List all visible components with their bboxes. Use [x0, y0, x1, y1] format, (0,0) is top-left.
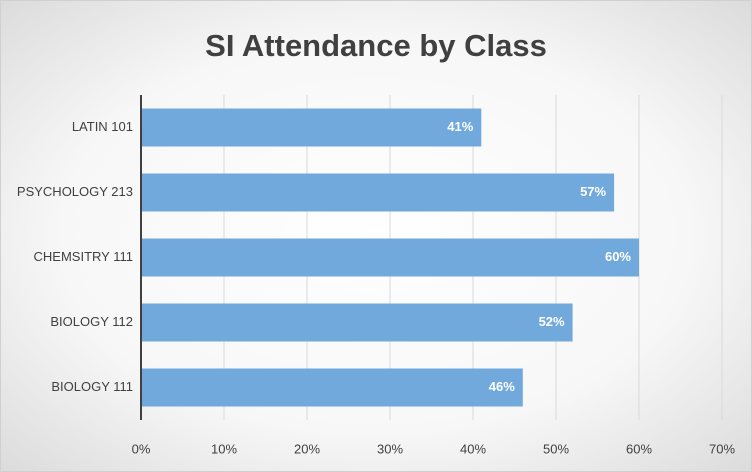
- x-tick-label: 40%: [460, 441, 486, 456]
- y-tick-label: LATIN 101: [72, 119, 133, 134]
- data-label: 57%: [580, 184, 606, 199]
- data-label: 60%: [605, 249, 631, 264]
- y-tick-label: BIOLOGY 111: [51, 379, 133, 394]
- bar: [141, 238, 639, 277]
- x-tick-label: 70%: [709, 441, 735, 456]
- y-tick-label: BIOLOGY 112: [50, 314, 133, 329]
- x-tick-label: 20%: [294, 441, 320, 456]
- x-tick-label: 30%: [377, 441, 403, 456]
- data-label: 52%: [539, 314, 565, 329]
- y-tick-label: PSYCHOLOGY 213: [17, 184, 133, 199]
- data-label: 46%: [489, 379, 515, 394]
- x-tick-label: 0%: [132, 441, 151, 456]
- chart-title: SI Attendance by Class: [205, 28, 547, 63]
- bar: [141, 173, 615, 212]
- bar: [141, 303, 573, 342]
- data-label: 41%: [447, 119, 473, 134]
- x-tick-label: 10%: [211, 441, 237, 456]
- x-tick-label: 60%: [626, 441, 652, 456]
- x-tick-label: 50%: [543, 441, 569, 456]
- y-tick-label: CHEMSITRY 111: [34, 249, 133, 264]
- bar: [141, 368, 523, 407]
- bar: [141, 108, 482, 147]
